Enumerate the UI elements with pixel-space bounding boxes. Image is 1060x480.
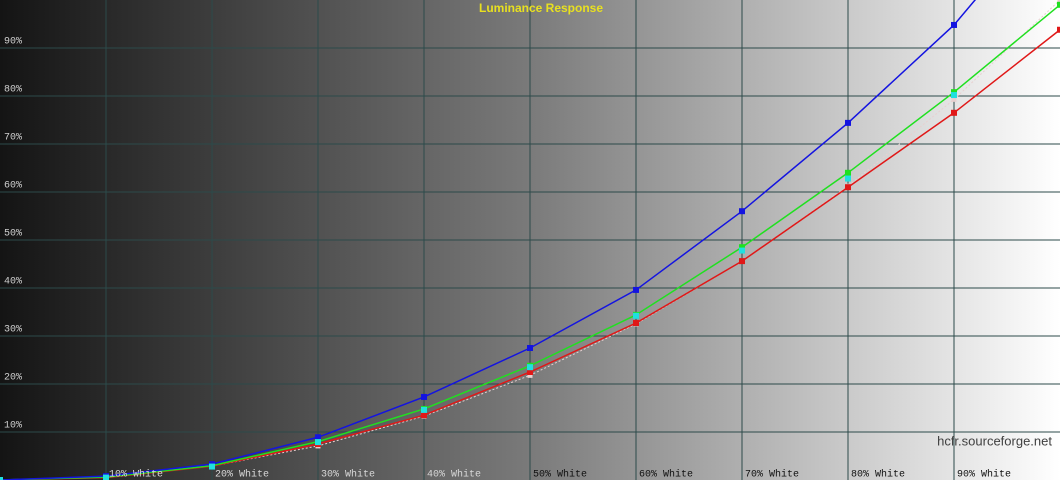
data-point bbox=[527, 372, 533, 378]
data-point bbox=[1057, 1, 1060, 8]
data-point bbox=[951, 109, 957, 116]
data-point bbox=[527, 364, 533, 371]
data-point bbox=[315, 434, 321, 441]
data-point bbox=[527, 369, 533, 375]
data-point bbox=[951, 96, 957, 102]
y-tick-label: 80% bbox=[4, 85, 22, 96]
data-point bbox=[845, 175, 851, 182]
data-point bbox=[951, 92, 957, 99]
y-tick-label: 20% bbox=[4, 373, 22, 384]
x-tick-label: 20% White bbox=[215, 469, 269, 480]
data-point bbox=[633, 312, 639, 319]
y-tick-label: 60% bbox=[4, 181, 22, 192]
data-point bbox=[633, 286, 639, 293]
data-point bbox=[0, 477, 3, 480]
x-tick-label: 10% White bbox=[109, 469, 163, 480]
y-tick-label: 10% bbox=[4, 421, 22, 432]
y-tick-label: 30% bbox=[4, 325, 22, 336]
x-tick-label: 50% White bbox=[533, 469, 587, 480]
chart-title: Luminance Response bbox=[479, 1, 603, 15]
y-tick-label: 90% bbox=[4, 37, 22, 48]
data-point bbox=[103, 474, 109, 480]
data-point bbox=[633, 320, 639, 327]
data-point bbox=[739, 258, 745, 265]
x-tick-label: 90% White bbox=[957, 469, 1011, 480]
data-point bbox=[421, 406, 427, 413]
data-point bbox=[527, 345, 533, 351]
data-point bbox=[1057, 26, 1060, 33]
data-point bbox=[1057, 0, 1060, 3]
data-point bbox=[951, 21, 957, 28]
data-point bbox=[739, 247, 745, 254]
data-point bbox=[845, 169, 851, 176]
data-point bbox=[421, 393, 427, 400]
y-tick-label: 50% bbox=[4, 229, 22, 240]
data-point bbox=[739, 208, 745, 215]
x-tick-label: 30% White bbox=[321, 469, 375, 480]
x-tick-label: 40% White bbox=[427, 469, 481, 480]
data-point bbox=[209, 463, 215, 470]
x-tick-label: 80% White bbox=[851, 469, 905, 480]
y-tick-label: 40% bbox=[4, 277, 22, 288]
data-point bbox=[421, 412, 427, 419]
data-point bbox=[739, 244, 745, 251]
data-point bbox=[315, 439, 321, 446]
watermark: hcfr.sourceforge.net bbox=[937, 433, 1052, 448]
data-point bbox=[845, 119, 851, 126]
data-point bbox=[845, 184, 851, 191]
x-tick-label: 60% White bbox=[639, 469, 693, 480]
y-tick-label: 70% bbox=[4, 133, 22, 144]
x-tick-label: 70% White bbox=[745, 469, 799, 480]
